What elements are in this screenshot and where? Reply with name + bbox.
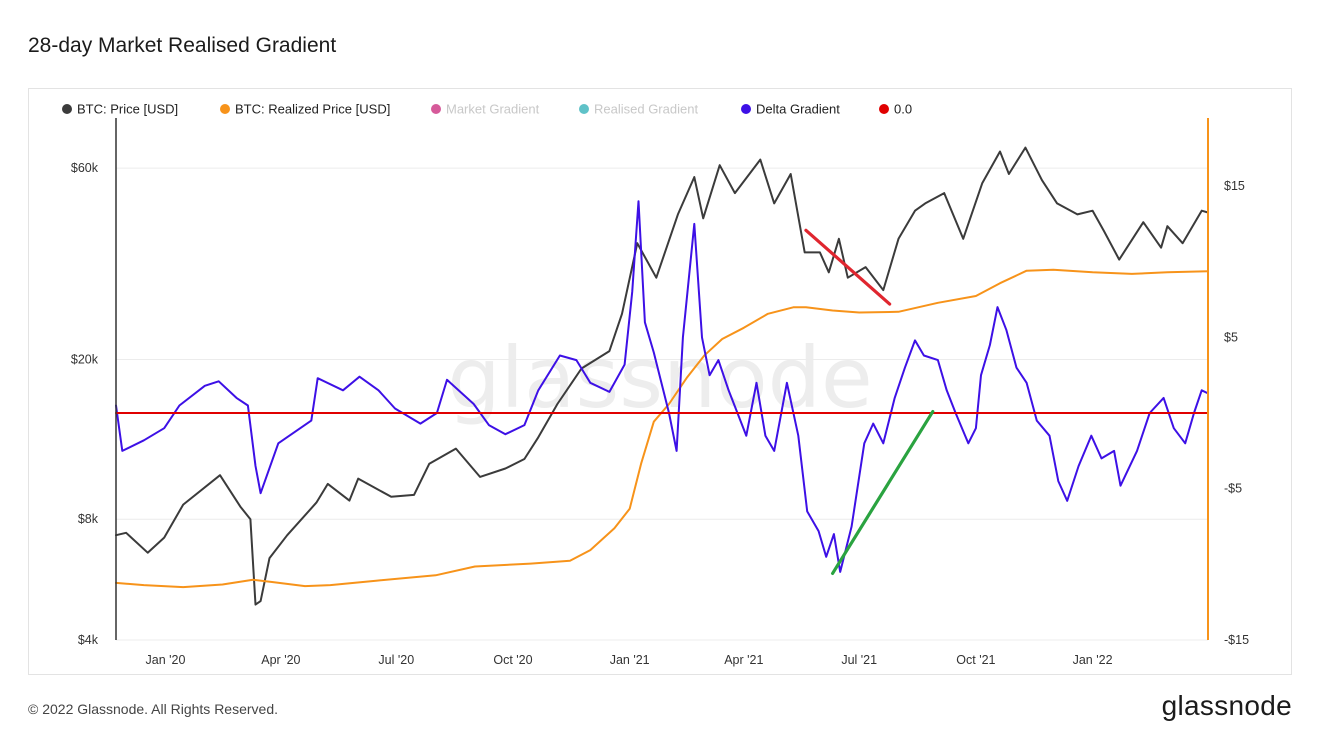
y-right-tick-label: -$5	[1224, 482, 1242, 496]
legend-item[interactable]: Delta Gradient	[741, 102, 840, 117]
legend-label: Realised Gradient	[594, 102, 698, 117]
legend-marker-icon	[879, 104, 889, 114]
page-title: 28-day Market Realised Gradient	[28, 34, 337, 57]
grid-lines	[116, 167, 1208, 641]
chart-frame	[28, 88, 1292, 675]
legend-marker-icon	[579, 104, 589, 114]
x-tick-label: Jan '20	[146, 653, 186, 667]
x-tick-label: Jul '21	[841, 653, 877, 667]
annotation-layer	[804, 228, 935, 576]
y-left-tick-label: $20k	[71, 353, 99, 367]
legend-item[interactable]: 0.0	[879, 102, 912, 117]
x-tick-label: Apr '21	[724, 653, 763, 667]
y-left-tick-label: $8k	[78, 512, 99, 526]
legend-label: BTC: Realized Price [USD]	[235, 102, 390, 117]
series-line-btc-realized-price-usd	[115, 268, 1209, 589]
y-right-tick-label: -$15	[1224, 633, 1249, 647]
y-left-tick-label: $60k	[71, 161, 99, 175]
legend-marker-icon	[220, 104, 230, 114]
copyright-text: © 2022 Glassnode. All Rights Reserved.	[28, 701, 279, 717]
legend[interactable]: BTC: Price [USD] BTC: Realized Price [USD…	[62, 102, 912, 117]
legend-item[interactable]: Realised Gradient	[579, 102, 698, 117]
y-right-tick-label: $5	[1224, 330, 1238, 344]
y-right-tick-label: $15	[1224, 179, 1245, 193]
legend-item[interactable]: BTC: Price [USD]	[62, 102, 178, 117]
legend-item[interactable]: BTC: Realized Price [USD]	[220, 102, 390, 117]
x-tick-label: Oct '21	[956, 653, 995, 667]
legend-label: BTC: Price [USD]	[77, 102, 178, 117]
series-line-delta-gradient	[115, 200, 1209, 573]
x-tick-label: Apr '20	[261, 653, 300, 667]
legend-marker-icon	[431, 104, 441, 114]
legend-marker-icon	[62, 104, 72, 114]
axes-layer: $4k $8k $20k $60k $15 $5 -$5 -$15 Jan '20 Apr '20…	[71, 118, 1249, 667]
x-tick-label: Oct '20	[493, 653, 532, 667]
x-tick-label: Jan '21	[610, 653, 650, 667]
legend-label: Delta Gradient	[756, 102, 840, 117]
x-tick-label: Jan '22	[1073, 653, 1113, 667]
legend-label: 0.0	[894, 102, 912, 117]
annotation-trend-line-0	[804, 228, 892, 306]
glassnode-logo: glassnode	[1161, 690, 1292, 721]
annotation-trend-line-1	[830, 409, 935, 576]
series-line-btc-price-usd	[115, 146, 1209, 606]
y-left-tick-label: $4k	[78, 633, 99, 647]
legend-label: Market Gradient	[446, 102, 540, 117]
series-layer	[115, 146, 1209, 606]
legend-marker-icon	[741, 104, 751, 114]
x-tick-label: Jul '20	[378, 653, 414, 667]
legend-item[interactable]: Market Gradient	[431, 102, 540, 117]
